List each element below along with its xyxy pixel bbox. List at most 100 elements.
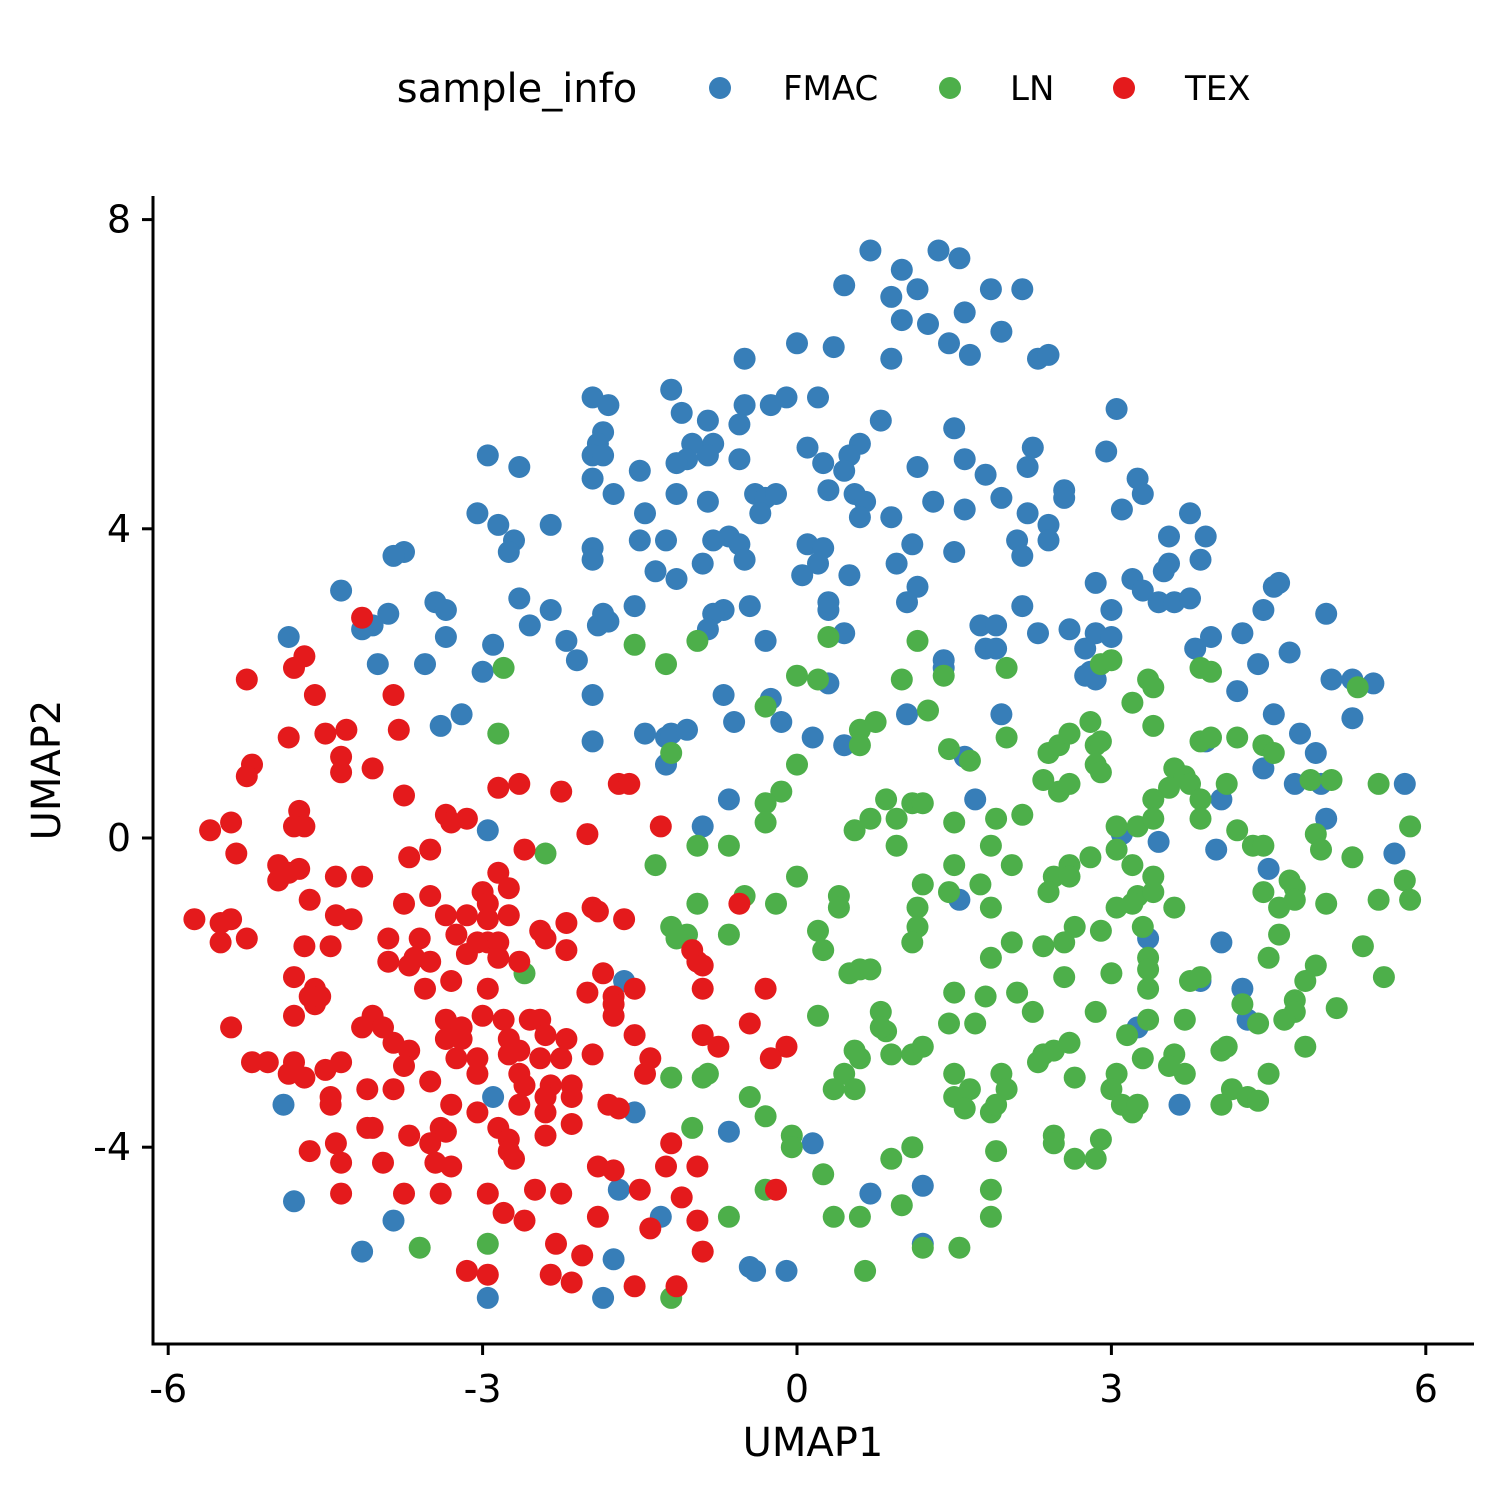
data-point bbox=[691, 1024, 714, 1047]
data-point bbox=[1147, 591, 1170, 614]
data-point bbox=[896, 703, 918, 726]
data-point bbox=[256, 1051, 279, 1074]
data-point bbox=[602, 1248, 625, 1271]
data-point bbox=[602, 483, 625, 505]
data-point bbox=[843, 819, 866, 842]
data-point bbox=[445, 923, 468, 946]
data-point bbox=[917, 699, 939, 722]
data-point bbox=[1168, 1093, 1191, 1116]
data-point bbox=[1247, 653, 1270, 676]
data-point bbox=[1252, 881, 1275, 904]
data-point bbox=[1131, 483, 1154, 505]
data-point bbox=[183, 908, 206, 931]
data-point bbox=[859, 807, 882, 830]
data-point bbox=[770, 780, 793, 803]
data-point bbox=[1137, 958, 1160, 981]
data-point bbox=[1089, 730, 1112, 753]
data-point bbox=[534, 1101, 557, 1124]
data-point bbox=[1226, 680, 1249, 703]
data-point bbox=[1247, 1089, 1270, 1112]
data-point bbox=[351, 606, 374, 629]
data-point bbox=[1021, 436, 1044, 459]
data-point bbox=[419, 885, 442, 907]
data-point bbox=[990, 486, 1013, 509]
x-tick-label: 0 bbox=[785, 1367, 809, 1411]
data-point bbox=[1000, 854, 1023, 877]
data-point bbox=[602, 1004, 625, 1027]
data-point bbox=[1215, 1035, 1238, 1058]
data-point bbox=[953, 448, 976, 471]
series-ln bbox=[408, 626, 1422, 1309]
data-point bbox=[686, 834, 709, 857]
data-point bbox=[938, 1012, 960, 1035]
data-point bbox=[1262, 703, 1285, 726]
data-point bbox=[943, 417, 966, 440]
data-point bbox=[927, 239, 950, 262]
data-point bbox=[943, 1062, 966, 1085]
data-point bbox=[969, 873, 992, 896]
data-point bbox=[1215, 772, 1238, 795]
data-point bbox=[592, 444, 615, 467]
data-point bbox=[623, 633, 646, 656]
data-point bbox=[560, 1086, 583, 1108]
data-point bbox=[796, 436, 819, 459]
data-point bbox=[1325, 997, 1348, 1020]
data-point bbox=[1032, 935, 1055, 958]
data-point bbox=[476, 1263, 499, 1286]
data-point bbox=[843, 1078, 866, 1101]
data-point bbox=[1142, 865, 1165, 888]
data-point bbox=[414, 653, 436, 676]
data-point bbox=[686, 1209, 709, 1232]
data-point bbox=[571, 1244, 594, 1267]
data-point bbox=[466, 1047, 489, 1070]
data-point bbox=[1100, 649, 1123, 672]
data-point bbox=[885, 834, 908, 857]
x-ticks: -6 -3 0 3 6 bbox=[149, 1344, 1438, 1411]
data-point bbox=[717, 788, 740, 811]
data-point bbox=[387, 718, 410, 741]
data-point bbox=[822, 1078, 845, 1101]
data-point bbox=[917, 313, 939, 335]
data-point bbox=[1173, 1062, 1196, 1085]
data-point bbox=[434, 904, 457, 927]
data-point bbox=[482, 1086, 505, 1108]
data-point bbox=[1184, 637, 1207, 660]
data-point bbox=[592, 1286, 615, 1309]
legend-item-fmac: FMAC bbox=[709, 69, 878, 109]
data-point bbox=[487, 776, 510, 799]
data-point bbox=[476, 1286, 499, 1309]
data-point bbox=[691, 815, 714, 838]
data-point bbox=[765, 1178, 787, 1201]
data-point bbox=[1226, 819, 1249, 842]
data-point bbox=[817, 479, 840, 502]
data-point bbox=[372, 1016, 394, 1039]
data-point bbox=[807, 552, 829, 575]
data-point bbox=[356, 1078, 379, 1101]
data-point bbox=[1084, 571, 1107, 594]
data-point bbox=[1016, 456, 1039, 478]
data-point bbox=[508, 1093, 531, 1116]
data-point bbox=[492, 1008, 515, 1031]
data-point bbox=[665, 1275, 688, 1298]
data-point bbox=[1089, 1128, 1112, 1151]
data-point bbox=[414, 977, 436, 1000]
data-point bbox=[1210, 931, 1233, 954]
data-point bbox=[717, 923, 740, 946]
data-point bbox=[1131, 579, 1154, 602]
data-point bbox=[864, 711, 887, 733]
data-point bbox=[503, 1147, 525, 1170]
data-point bbox=[1058, 722, 1081, 745]
data-point bbox=[660, 1066, 683, 1089]
data-point bbox=[985, 614, 1008, 637]
data-point bbox=[440, 1155, 463, 1178]
data-point bbox=[628, 1178, 651, 1201]
data-point bbox=[901, 1136, 924, 1159]
data-point bbox=[408, 927, 431, 950]
y-tick-label: -4 bbox=[93, 1125, 131, 1169]
data-point bbox=[660, 1132, 683, 1155]
data-point bbox=[1252, 834, 1275, 857]
data-point bbox=[890, 668, 913, 691]
data-point bbox=[1058, 772, 1081, 795]
data-point bbox=[586, 1205, 609, 1228]
data-point bbox=[985, 637, 1008, 660]
